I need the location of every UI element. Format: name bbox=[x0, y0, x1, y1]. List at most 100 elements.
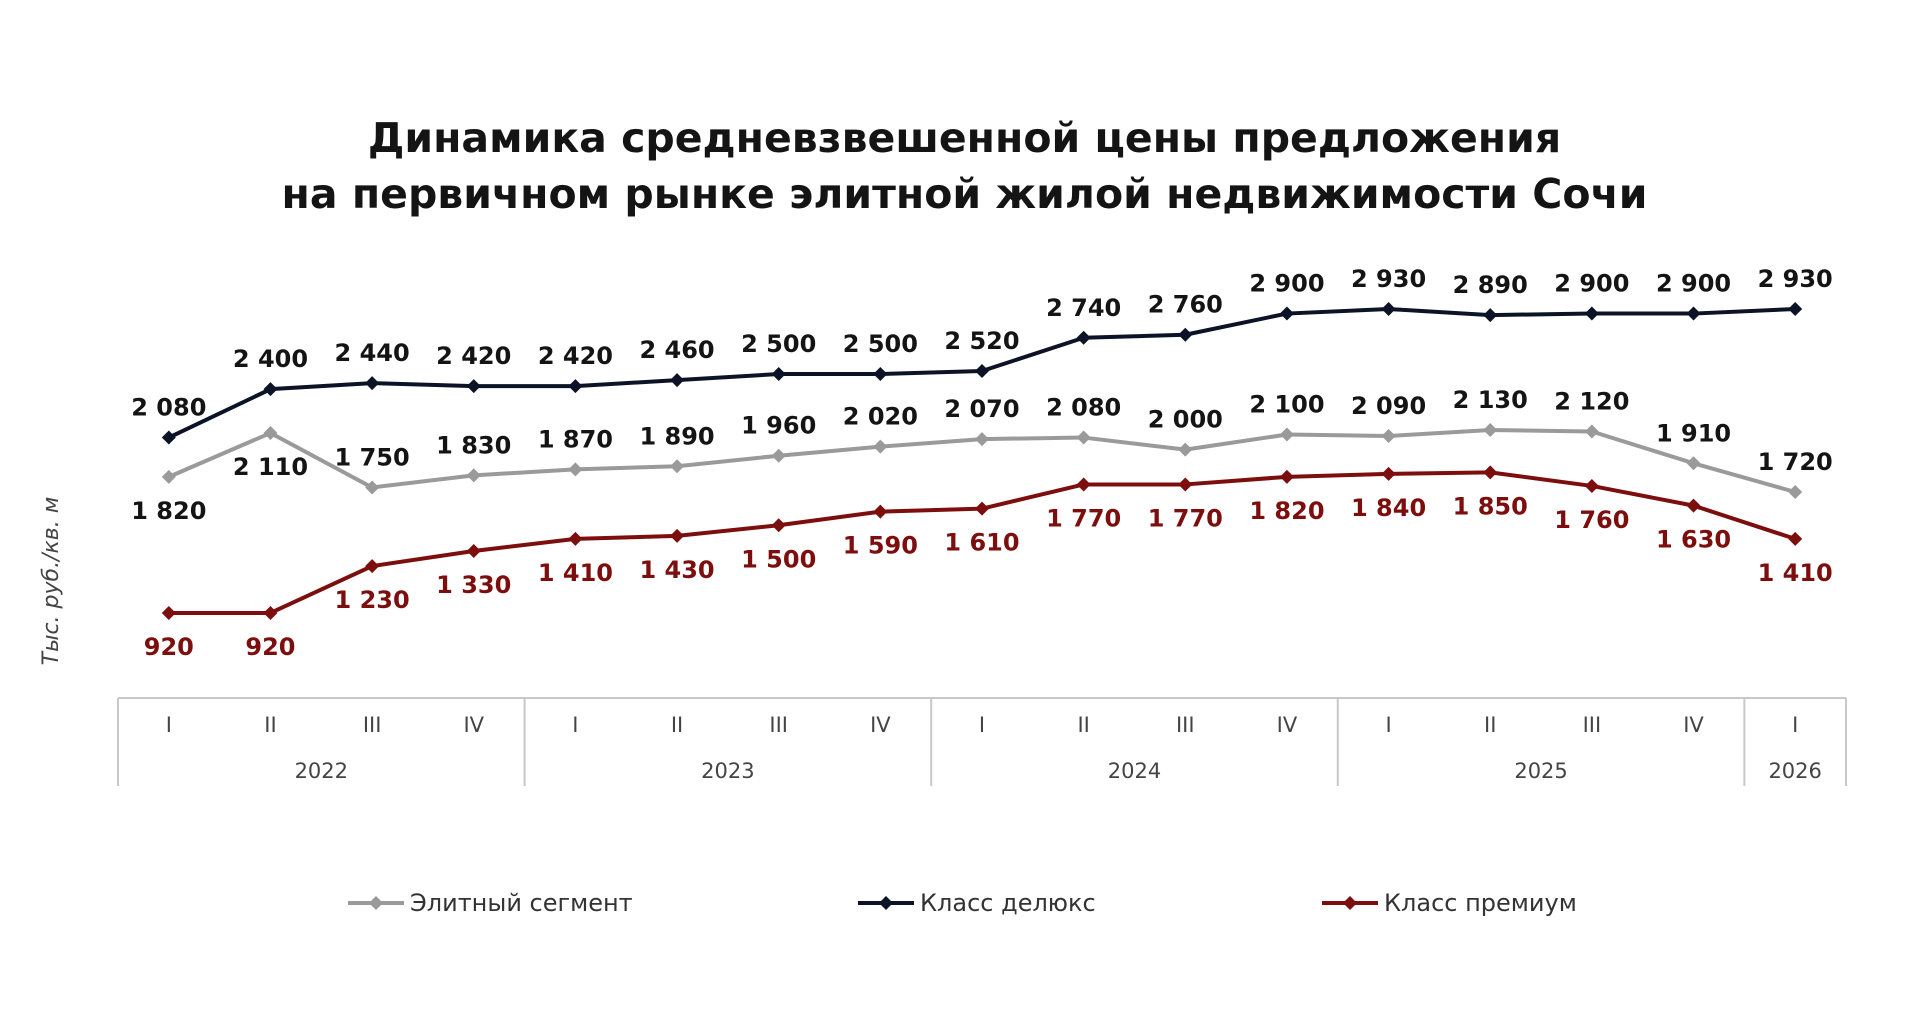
data-point bbox=[1483, 465, 1498, 480]
data-label: 2 760 bbox=[1148, 291, 1223, 319]
quarter-tick-label: II bbox=[671, 713, 683, 737]
data-point bbox=[466, 543, 481, 558]
data-label: 1 410 bbox=[538, 559, 613, 587]
data-label: 1 870 bbox=[538, 425, 613, 453]
data-point bbox=[1686, 456, 1701, 471]
quarter-tick-label: III bbox=[363, 713, 382, 737]
data-point bbox=[975, 501, 989, 516]
data-label: 1 500 bbox=[741, 545, 816, 573]
quarter-tick-label: I bbox=[1385, 713, 1391, 737]
data-label: 2 520 bbox=[944, 327, 1019, 355]
data-label: 1 230 bbox=[335, 586, 410, 614]
data-label: 1 630 bbox=[1656, 526, 1731, 554]
data-label: 2 500 bbox=[741, 330, 816, 358]
data-label: 920 bbox=[144, 633, 194, 661]
data-point bbox=[1686, 498, 1701, 513]
quarter-tick-label: III bbox=[769, 713, 788, 737]
data-label: 1 610 bbox=[944, 529, 1019, 557]
quarter-tick-label: II bbox=[1484, 713, 1496, 737]
data-point bbox=[1279, 306, 1294, 321]
data-label: 1 890 bbox=[639, 422, 714, 450]
data-label: 2 460 bbox=[639, 336, 714, 364]
year-tick-label: 2022 bbox=[295, 759, 348, 783]
data-point bbox=[1788, 485, 1803, 499]
quarter-tick-label: IV bbox=[1277, 713, 1298, 737]
data-label: 2 090 bbox=[1351, 392, 1426, 420]
data-point bbox=[1584, 478, 1599, 493]
data-label: 1 910 bbox=[1656, 419, 1731, 447]
data-point bbox=[1178, 477, 1193, 492]
data-point bbox=[771, 367, 786, 382]
data-label: 2 420 bbox=[436, 342, 511, 370]
year-tick-label: 2025 bbox=[1514, 759, 1567, 783]
data-point bbox=[1788, 302, 1803, 317]
data-labels: 1 820 2 110 1 750 1 830 1 870 1 890 1 960 2 020… bbox=[131, 265, 1833, 661]
data-label: 2 500 bbox=[843, 330, 918, 358]
quarter-tick-label: II bbox=[1077, 713, 1089, 737]
data-label: 2 070 bbox=[944, 395, 1019, 423]
chart-title: Динамика средневзвешенной цены предложен… bbox=[0, 110, 1929, 222]
data-point bbox=[1584, 306, 1599, 321]
data-point bbox=[568, 379, 583, 394]
data-label: 1 850 bbox=[1453, 492, 1528, 520]
data-point bbox=[1076, 430, 1091, 445]
quarter-tick-label: I bbox=[166, 713, 172, 737]
data-point bbox=[873, 367, 888, 382]
chart-title-line-2: на первичном рынке элитной жилой недвижи… bbox=[281, 170, 1648, 218]
data-point bbox=[263, 605, 278, 620]
data-label: 1 760 bbox=[1554, 506, 1629, 534]
data-point bbox=[1483, 308, 1498, 323]
data-label: 2 120 bbox=[1554, 388, 1629, 416]
data-point bbox=[161, 469, 176, 484]
legend-marker bbox=[1343, 896, 1357, 910]
data-label: 1 820 bbox=[131, 497, 206, 525]
data-label: 2 420 bbox=[538, 342, 613, 370]
data-label: 1 750 bbox=[335, 443, 410, 471]
data-label: 1 410 bbox=[1758, 559, 1833, 587]
legend-label: Элитный сегмент bbox=[410, 889, 633, 917]
data-label: 1 430 bbox=[639, 556, 714, 584]
data-label: 2 080 bbox=[131, 394, 206, 422]
data-label: 1 840 bbox=[1351, 494, 1426, 522]
data-label: 1 960 bbox=[741, 412, 816, 440]
data-point bbox=[161, 430, 176, 445]
data-label: 2 740 bbox=[1046, 294, 1121, 322]
data-point bbox=[1178, 327, 1193, 342]
legend-label: Класс делюкс bbox=[920, 889, 1096, 917]
data-label: 1 820 bbox=[1249, 497, 1324, 525]
data-label: 1 590 bbox=[843, 532, 918, 560]
data-point bbox=[670, 373, 685, 388]
data-point bbox=[975, 364, 989, 379]
data-point bbox=[466, 468, 481, 483]
data-point bbox=[365, 480, 380, 495]
data-label: 2 930 bbox=[1758, 265, 1833, 293]
quarter-tick-label: III bbox=[1176, 713, 1195, 737]
year-tick-label: 2023 bbox=[701, 759, 754, 783]
legend-marker bbox=[879, 896, 893, 910]
year-tick-label: 2024 bbox=[1108, 759, 1161, 783]
data-point bbox=[1483, 423, 1498, 437]
data-point bbox=[1279, 469, 1294, 484]
data-point bbox=[466, 379, 481, 394]
quarter-tick-label: IV bbox=[1683, 713, 1704, 737]
data-point bbox=[263, 382, 278, 397]
quarter-tick-label: II bbox=[264, 713, 276, 737]
data-label: 1 770 bbox=[1046, 504, 1121, 532]
data-point bbox=[670, 528, 685, 543]
data-point bbox=[568, 531, 583, 546]
data-point bbox=[568, 462, 583, 477]
data-point bbox=[1584, 424, 1599, 439]
data-label: 2 890 bbox=[1453, 271, 1528, 299]
data-label: 2 100 bbox=[1249, 391, 1324, 419]
data-point bbox=[263, 426, 278, 441]
data-label: 2 930 bbox=[1351, 265, 1426, 293]
data-point bbox=[1788, 531, 1803, 546]
data-point bbox=[1076, 330, 1091, 345]
data-label: 2 900 bbox=[1249, 270, 1324, 298]
quarter-tick-label: I bbox=[572, 713, 578, 737]
data-point bbox=[975, 432, 989, 447]
data-label: 2 440 bbox=[335, 339, 410, 367]
legend-label: Класс премиум bbox=[1384, 889, 1577, 917]
